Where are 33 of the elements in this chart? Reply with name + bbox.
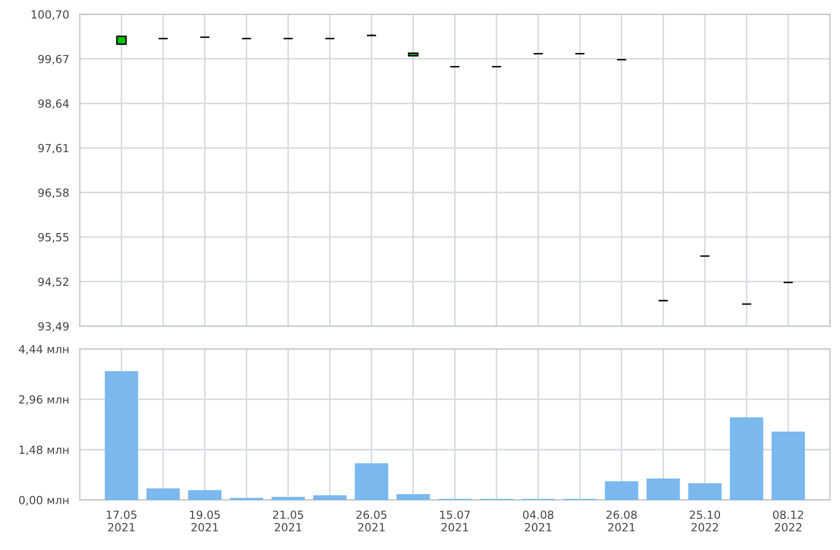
bar	[730, 417, 764, 500]
y-tick-label: 95,55	[38, 233, 68, 243]
x-tick-label: 21.05 2021	[273, 510, 304, 532]
y-tick-label: 93,49	[38, 322, 69, 332]
y-tick-label: 96,58	[38, 188, 69, 198]
x-tick-label: 15.07 2021	[440, 510, 470, 532]
x-tick-label: 08.12 2022	[773, 510, 804, 532]
y-tick-label: 100,70	[32, 10, 69, 20]
bar	[688, 483, 722, 500]
y-tick-label: 1,48 млн	[20, 446, 68, 456]
bar	[354, 463, 388, 500]
x-tick-label: 25.10 2022	[690, 510, 720, 532]
x-tick-label: 26.08 2021	[606, 510, 637, 532]
x-tick-label: 04.08 2021	[523, 510, 554, 532]
y-tick-label: 2,96 млн	[19, 395, 68, 405]
bar	[604, 481, 638, 500]
y-tick-label: 97,61	[38, 144, 68, 154]
y-tick-label: 4,44 млн	[18, 345, 68, 354]
x-tick-label: 19.05 2021	[190, 510, 220, 532]
y-tick-label: 99,67	[38, 54, 68, 64]
bar	[188, 490, 222, 500]
x-tick-label: 17.05 2021	[106, 510, 136, 532]
bar	[772, 432, 805, 500]
bar	[146, 488, 180, 500]
bar	[396, 494, 430, 500]
bar	[313, 495, 347, 500]
bar	[646, 478, 680, 500]
bar	[104, 371, 138, 500]
y-tick-label: 98,64	[38, 99, 69, 109]
y-tick-label: 0,00 млн	[19, 496, 68, 506]
x-tick-label: 26.05 2021	[356, 510, 386, 532]
y-tick-label: 94,52	[38, 278, 68, 288]
bar	[271, 496, 305, 500]
